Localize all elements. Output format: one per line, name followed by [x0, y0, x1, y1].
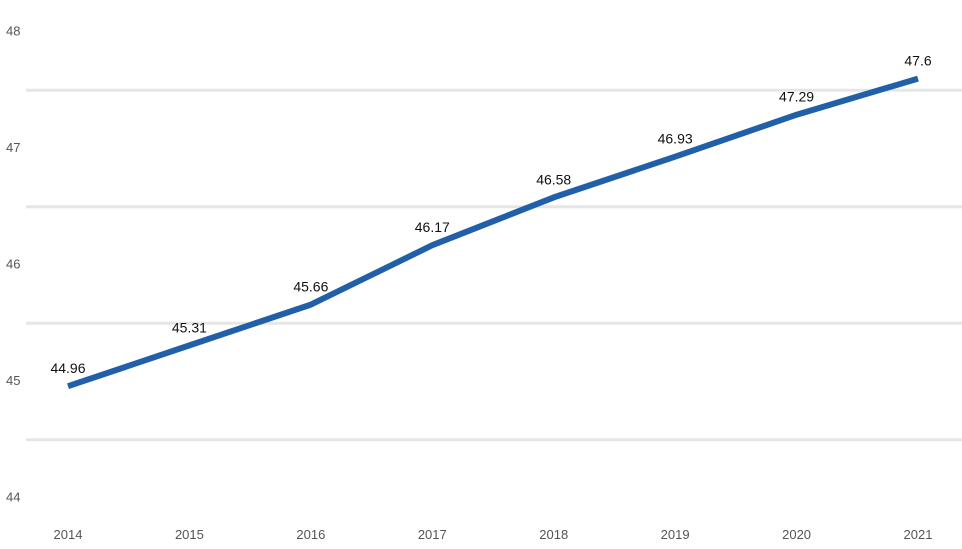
x-tick-label: 2015 — [175, 527, 204, 542]
x-axis-ticks: 2014 2015 2016 2017 2018 2019 2020 2021 — [54, 527, 933, 542]
x-tick-label: 2017 — [418, 527, 447, 542]
x-tick-label: 2021 — [904, 527, 933, 542]
data-label: 44.96 — [50, 360, 85, 376]
x-tick-label: 2014 — [54, 527, 83, 542]
data-label: 45.31 — [172, 319, 207, 335]
y-axis-ticks: 44 45 46 47 48 — [6, 23, 20, 504]
data-label: 45.66 — [293, 279, 328, 295]
y-tick-label: 47 — [6, 140, 20, 155]
series-layer — [67, 75, 919, 390]
y-tick-label: 45 — [6, 373, 20, 388]
y-tick-label: 48 — [6, 23, 20, 38]
x-tick-label: 2019 — [661, 527, 690, 542]
x-tick-label: 2020 — [782, 527, 811, 542]
x-tick-label: 2018 — [539, 527, 568, 542]
series-line — [67, 75, 919, 390]
y-tick-label: 46 — [6, 256, 20, 271]
x-tick-label: 2016 — [296, 527, 325, 542]
data-label: 46.58 — [536, 171, 571, 187]
data-label: 46.17 — [415, 219, 450, 235]
gridlines — [26, 88, 962, 442]
data-label: 47.6 — [904, 53, 931, 69]
data-label: 46.93 — [658, 131, 693, 147]
y-tick-label: 44 — [6, 489, 20, 504]
data-labels: 44.96 45.31 45.66 46.17 46.58 46.93 47.29 47.6 — [50, 53, 931, 377]
data-label: 47.29 — [779, 89, 814, 105]
